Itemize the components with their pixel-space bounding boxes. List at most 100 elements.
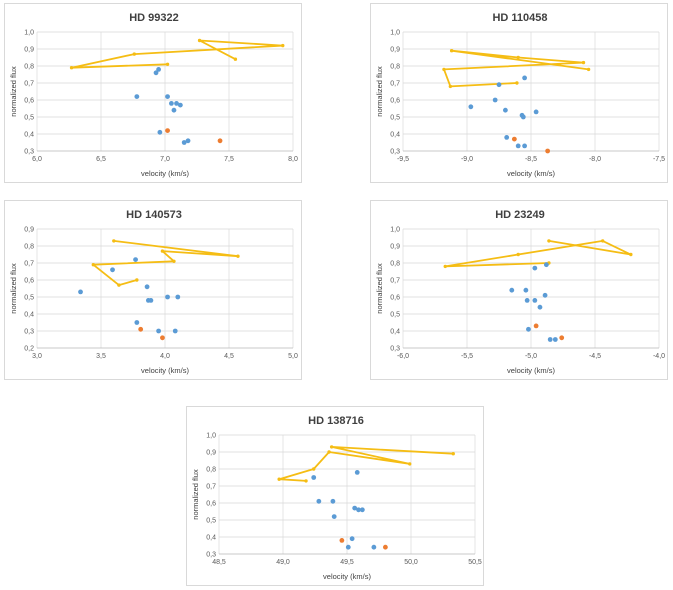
- scatter-point-blue: [522, 75, 527, 81]
- y-tick-label: 0,4: [390, 329, 400, 336]
- y-tick-label: 0,3: [390, 346, 400, 353]
- y-tick-label: 0,3: [24, 329, 34, 336]
- line-marker: [515, 81, 519, 85]
- y-tick-label: 0,7: [24, 81, 34, 88]
- scatter-point-blue: [509, 287, 515, 293]
- scatter-point-blue: [171, 107, 177, 113]
- scatter-point-blue: [181, 140, 187, 145]
- x-tick-label: -7,5: [653, 156, 665, 163]
- line-marker: [547, 239, 551, 243]
- line-marker: [312, 467, 316, 471]
- y-tick-label: 1,0: [390, 30, 400, 37]
- scatter-point-blue: [331, 514, 337, 519]
- line-marker: [112, 239, 116, 243]
- scatter-point-blue: [352, 505, 358, 511]
- x-tick-label: -4,0: [653, 353, 665, 360]
- y-tick-label: 0,9: [206, 450, 216, 457]
- x-tick-label: 49,0: [276, 559, 290, 566]
- line-marker: [69, 66, 74, 70]
- line-marker: [442, 67, 446, 72]
- x-tick-label: 7,5: [224, 156, 234, 163]
- line-marker: [443, 264, 447, 269]
- line-marker: [160, 249, 165, 253]
- y-tick-label: 0,4: [390, 132, 400, 139]
- y-tick-label: 0,6: [24, 278, 34, 285]
- y-tick-label: 0,7: [390, 278, 400, 285]
- scatter-point-orange: [339, 538, 345, 543]
- y-tick-label: 0,4: [24, 132, 34, 139]
- line-marker: [172, 259, 176, 263]
- scatter-point-blue: [532, 298, 538, 303]
- scatter-point-blue: [156, 67, 162, 72]
- chart-svg: HD 140573 0,2 0,3 0,4 0,5 0,6 0,7 0,8 0,9 3,0 3,5 4…: [9, 209, 298, 375]
- x-axis-label: velocity (km/s): [507, 366, 555, 375]
- y-axis-label: normalized flux: [9, 66, 18, 117]
- scatter-point-blue: [175, 294, 181, 300]
- y-tick-label: 0,3: [24, 149, 34, 156]
- x-tick-label: -9,0: [461, 156, 473, 163]
- chart-svg: HD 23249 0,3 0,4 0,5 0,6 0,7 0,8 0,9 1,0 -6,0 -5,5…: [375, 209, 665, 375]
- x-tick-label: 5,0: [288, 353, 298, 360]
- line-marker: [327, 450, 331, 454]
- y-tick-label: 0,9: [24, 47, 34, 54]
- line-marker: [281, 43, 285, 48]
- chart-title: HD 23249: [495, 209, 545, 221]
- scatter-point-blue: [330, 498, 336, 504]
- line-marker: [629, 252, 633, 257]
- scatter-point-blue: [542, 292, 548, 298]
- scatter-point-blue: [492, 97, 498, 103]
- x-tick-label: -9,5: [397, 156, 409, 163]
- y-tick-label: 0,8: [206, 467, 216, 474]
- x-tick-label: 49,5: [340, 559, 354, 566]
- x-tick-label: 6,0: [32, 156, 42, 163]
- x-tick-label: -5,5: [461, 353, 473, 360]
- y-tick-label: 0,3: [206, 552, 216, 559]
- y-tick-label: 0,8: [390, 261, 400, 268]
- line-marker: [233, 57, 238, 61]
- chart-title: HD 138716: [308, 415, 364, 427]
- scatter-point-blue: [356, 507, 361, 513]
- y-tick-label: 0,8: [390, 64, 400, 71]
- line-marker: [197, 38, 202, 43]
- x-axis-label: velocity (km/s): [323, 572, 371, 581]
- y-tick-label: 0,6: [390, 295, 400, 302]
- chart-title: HD 140573: [126, 209, 182, 221]
- y-tick-label: 0,5: [390, 312, 400, 319]
- chart-panel-hd-99322: HD 99322 0,3 0,4 0,5 0,6 0,7 0,8 0,9 1,0 6,0 6,5 7,…: [4, 3, 302, 183]
- line-marker: [91, 263, 96, 267]
- scatter-point-blue: [468, 104, 474, 110]
- y-tick-label: 0,7: [206, 484, 216, 491]
- x-tick-label: -5,0: [525, 353, 537, 360]
- chart-svg: HD 138716 0,3 0,4 0,5 0,6 0,7 0,8 0,9 1,0 48,5 49,…: [191, 415, 482, 581]
- scatter-point-blue: [522, 143, 527, 149]
- scatter-point-blue: [134, 320, 140, 325]
- y-tick-label: 0,7: [390, 81, 400, 88]
- x-tick-label: -8,0: [589, 156, 601, 163]
- line-marker: [132, 52, 136, 56]
- scatter-point-orange: [138, 326, 144, 332]
- scatter-point-blue: [133, 257, 138, 262]
- scatter-point-blue: [174, 101, 179, 106]
- x-tick-label: -6,0: [397, 353, 409, 360]
- scatter-point-blue: [144, 284, 150, 290]
- y-tick-label: 0,9: [390, 47, 400, 54]
- chart-svg: HD 110458 0,3 0,4 0,5 0,6 0,7 0,8 0,9 1,0 -9,5 -9,…: [375, 12, 665, 178]
- y-axis-label: normalized flux: [9, 263, 18, 314]
- scatter-point-blue: [165, 294, 170, 300]
- x-tick-label: 50,0: [404, 559, 418, 566]
- y-tick-label: 0,2: [24, 346, 34, 353]
- line-marker: [329, 445, 334, 449]
- scatter-point-blue: [354, 470, 360, 475]
- scatter-point-blue: [316, 498, 322, 504]
- line-marker: [449, 49, 454, 53]
- chart-svg: HD 99322 0,3 0,4 0,5 0,6 0,7 0,8 0,9 1,0 6,0 6,5 7,…: [9, 12, 298, 178]
- scatter-point-orange: [533, 323, 539, 329]
- x-tick-label: 3,5: [96, 353, 106, 360]
- x-tick-label: 3,0: [32, 353, 42, 360]
- line-marker: [451, 452, 455, 456]
- line-marker: [448, 84, 453, 89]
- y-tick-label: 0,6: [206, 501, 216, 508]
- scatter-point-blue: [547, 337, 553, 342]
- scatter-point-blue: [169, 101, 174, 106]
- y-tick-label: 0,8: [24, 244, 34, 251]
